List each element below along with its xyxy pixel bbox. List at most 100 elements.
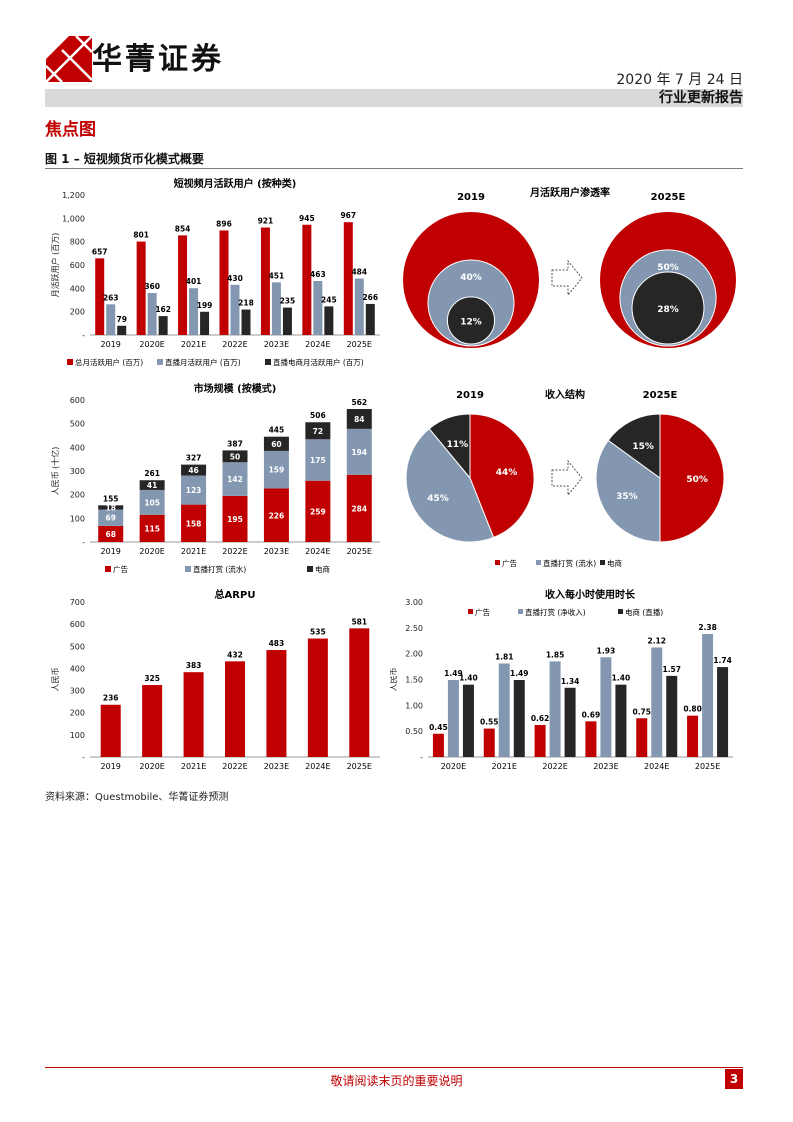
data-label: 199 [197, 301, 213, 310]
legend-label: 直播打赏 (流水) [193, 564, 246, 574]
data-label: 72 [313, 427, 323, 436]
bar [324, 306, 334, 335]
pie-slice [595, 439, 661, 543]
chart-title: 收入每小时使用时长 [545, 588, 636, 601]
data-label: 266 [362, 293, 378, 302]
panel-label: 2025E [643, 390, 678, 401]
bar [95, 258, 105, 335]
data-label: 967 [340, 211, 356, 220]
legend-swatch [495, 560, 500, 565]
footer-divider [45, 1067, 743, 1068]
x-tick-label: 2023E [593, 762, 618, 771]
data-label: 50% [686, 475, 708, 485]
total-label: 155 [103, 494, 119, 503]
x-tick-label: 2019 [101, 547, 121, 556]
stack-segment [305, 439, 331, 481]
y-tick-label: 3.00 [405, 598, 423, 607]
data-label: 12% [460, 317, 482, 327]
y-tick-label: 400 [70, 284, 85, 293]
y-tick-label: 200 [70, 308, 85, 317]
y-tick-label: 1.50 [405, 676, 423, 685]
data-label: 263 [103, 293, 119, 302]
chart-title: 短视频月活跃用户 (按种类) [174, 177, 297, 190]
data-label: 194 [351, 448, 367, 457]
data-label: 0.45 [429, 723, 448, 732]
y-tick-label: - [82, 331, 85, 340]
bar [498, 663, 510, 757]
header-bar [45, 89, 743, 107]
data-label: 45% [427, 494, 449, 504]
bar [365, 303, 375, 335]
legend-swatch [185, 566, 191, 572]
inner-circle [446, 296, 496, 345]
legend-swatch [265, 359, 271, 365]
data-label: 1.40 [612, 674, 631, 683]
bar [241, 309, 251, 335]
data-label: 383 [186, 661, 202, 670]
data-label: 115 [144, 524, 160, 533]
x-tick-label: 2024E [644, 762, 669, 771]
bar [636, 718, 648, 757]
stack-segment [263, 436, 289, 451]
y-tick-label: 100 [70, 731, 85, 740]
data-label: 79 [116, 315, 126, 324]
data-label: 451 [269, 271, 285, 280]
stack-segment [305, 480, 331, 542]
data-label: 1.34 [561, 677, 580, 686]
data-label: 44% [496, 468, 518, 478]
panel-label: 2019 [456, 390, 484, 401]
bar [651, 647, 663, 757]
bar [266, 650, 287, 757]
x-tick-label: 2021E [492, 762, 517, 771]
data-label: 1.49 [510, 669, 529, 678]
legend-swatch [618, 609, 623, 614]
chart-title: 收入结构 [545, 388, 585, 401]
data-label: 11% [447, 440, 469, 450]
bar [432, 733, 444, 757]
pie-slice [469, 413, 535, 539]
footer-disclaimer[interactable]: 敬请阅读末页的重要说明 [330, 1074, 463, 1088]
legend-swatch [518, 609, 523, 614]
data-label: 1.81 [495, 652, 514, 661]
data-label: 0.55 [480, 718, 499, 727]
stack-segment [346, 428, 372, 475]
bar [343, 222, 353, 335]
legend-label: 直播月活跃用户 (百万) [165, 357, 241, 367]
bar [183, 672, 204, 757]
y-tick-label: 600 [70, 261, 85, 270]
y-axis-title: 人民币 (十亿) [50, 447, 60, 496]
x-tick-label: 2025E [695, 762, 720, 771]
panel-label: 2019 [457, 192, 485, 203]
bar [178, 235, 188, 335]
y-axis-title: 人民币 [390, 668, 398, 692]
y-tick-label: - [82, 538, 85, 547]
x-tick-label: 2019 [101, 340, 121, 349]
mau-bar-chart: 短视频月活跃用户 (按种类) - 200 400 600 800 1,000 1,200 月活跃… [50, 177, 380, 367]
bar [147, 293, 157, 335]
data-label: 430 [227, 274, 243, 283]
pie-slice [607, 413, 661, 479]
y-tick-label: 400 [70, 664, 85, 673]
pie-slice [405, 427, 495, 543]
x-tick-label: 2024E [305, 340, 330, 349]
y-tick-label: 600 [70, 396, 85, 405]
y-axis-title: 人民币 [51, 668, 60, 692]
data-label: 657 [92, 247, 108, 256]
data-label: 483 [269, 639, 285, 648]
data-label: 50% [657, 263, 679, 273]
data-label: 236 [103, 694, 119, 703]
y-tick-label: 600 [70, 620, 85, 629]
stack-segment [263, 450, 289, 489]
pie-slice [428, 413, 471, 480]
bar [717, 667, 729, 757]
stack-segment [222, 462, 248, 496]
bar [158, 316, 168, 335]
bar [219, 230, 229, 335]
legend-swatch [105, 566, 111, 572]
company-logo-icon [46, 36, 92, 82]
bar [230, 284, 240, 335]
data-label: 41 [147, 481, 157, 490]
y-tick-label: 500 [70, 420, 85, 429]
stack-segment [181, 475, 207, 505]
bar [666, 675, 678, 757]
